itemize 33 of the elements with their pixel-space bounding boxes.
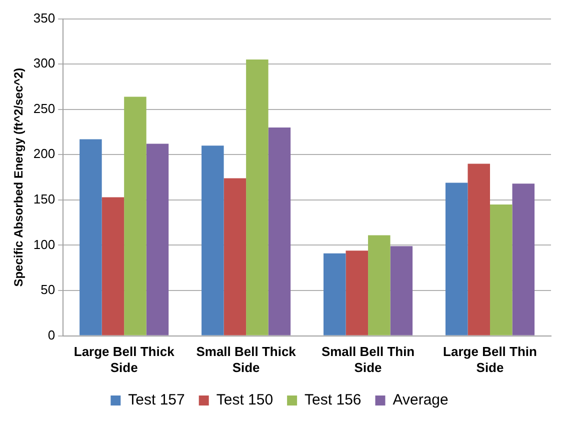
bar — [346, 250, 368, 336]
y-tick-label: 300 — [33, 56, 56, 71]
bar — [490, 204, 512, 336]
bar — [146, 144, 169, 336]
legend-label: Average — [392, 392, 448, 409]
bar — [202, 146, 224, 336]
bar — [368, 235, 390, 336]
legend-label: Test 156 — [304, 392, 362, 409]
bar — [468, 164, 490, 336]
x-tick-label: Large Bell Thick Side — [74, 344, 176, 375]
y-tick-label: 0 — [48, 327, 56, 342]
y-tick-label: 250 — [33, 100, 56, 116]
x-tick-label: Small Bell Thick Side — [196, 344, 297, 375]
y-axis-title: Specific Absorbed Energy (ft^2/sec^2) — [12, 68, 26, 287]
bar — [124, 96, 146, 336]
bar — [102, 197, 124, 336]
y-tick-label: 350 — [33, 10, 56, 26]
y-tick-label: 150 — [33, 192, 56, 207]
bar — [268, 127, 291, 336]
y-tick-label: 50 — [40, 282, 56, 298]
bar — [324, 253, 346, 336]
y-tick-label: 100 — [33, 236, 56, 252]
y-tick-label: 200 — [33, 146, 56, 162]
bar — [80, 139, 102, 336]
bar — [390, 246, 413, 336]
bar — [445, 182, 468, 336]
bar — [224, 178, 246, 336]
legend-label: Test 157 — [128, 392, 185, 409]
x-tick-label: Large Bell Thin Side — [443, 344, 538, 375]
bar — [512, 184, 535, 336]
legend-label: Test 150 — [216, 392, 274, 409]
bar — [246, 60, 268, 336]
x-tick-label: Small Bell Thin Side — [321, 344, 415, 375]
